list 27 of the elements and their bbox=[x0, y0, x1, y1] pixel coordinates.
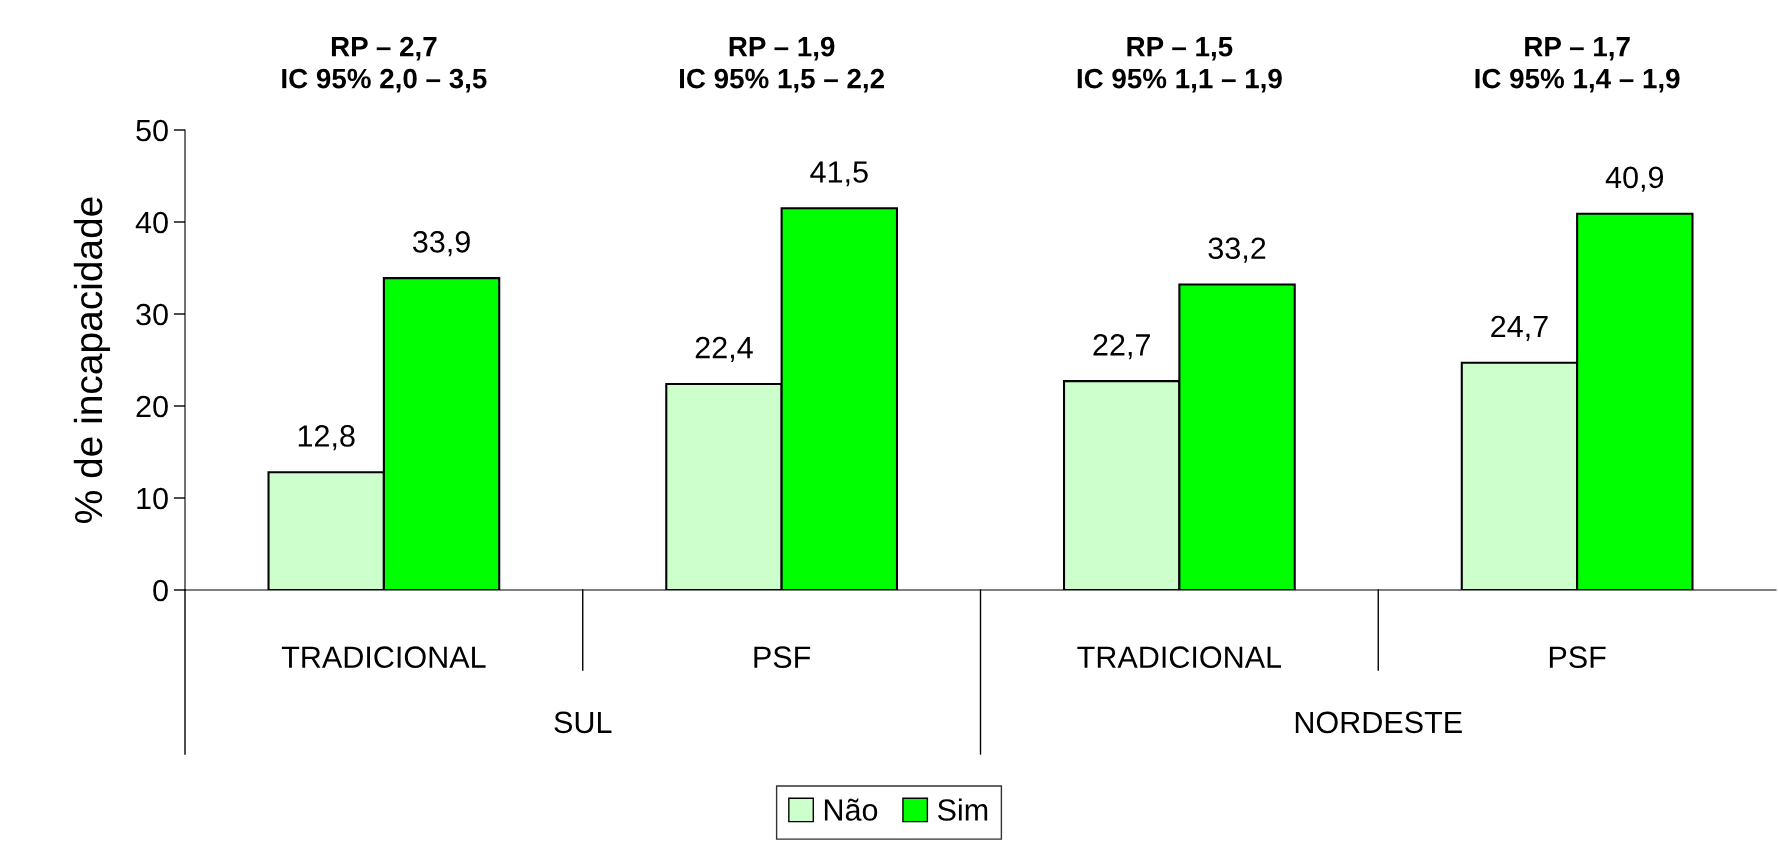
x-tick-label: PSF bbox=[754, 646, 811, 668]
text: RP – 1,7 IC 95% 1,4 – 1,9 bbox=[1475, 37, 1680, 93]
x-tick-label: TRADICIONAL bbox=[1077, 646, 1282, 668]
y-tick-label: 30 bbox=[136, 303, 168, 326]
data-label: 22,7 bbox=[1093, 334, 1150, 360]
text: RP – 2,7 IC 95% 2,0 – 3,5 bbox=[282, 36, 487, 93]
data-label: 33,9 bbox=[412, 231, 470, 257]
y-tick-label: 40 bbox=[135, 211, 168, 234]
x-tick-label: TRADICIONAL bbox=[281, 646, 486, 668]
data-label: 12,8 bbox=[298, 425, 355, 451]
x-tick-label: PSF bbox=[1549, 646, 1606, 668]
text: NORDESTE bbox=[1295, 711, 1462, 734]
text: RP – 1,5 IC 95% 1,1 – 1,9 bbox=[1077, 37, 1282, 93]
y-tick-label: 50 bbox=[136, 119, 168, 142]
text: RP – 1,9 IC 95% 1,5 – 2,2 bbox=[680, 36, 884, 93]
legend-label: Não bbox=[824, 798, 878, 821]
data-label: 41,5 bbox=[810, 161, 868, 187]
y-tick-label: 10 bbox=[137, 487, 168, 510]
legend-label: Sim bbox=[937, 798, 988, 821]
data-label: 40,9 bbox=[1605, 166, 1664, 192]
data-label: 33,2 bbox=[1208, 237, 1266, 263]
data-label: 24,7 bbox=[1491, 315, 1548, 341]
y-axis-title: % de incapacidade bbox=[73, 197, 111, 523]
y-tick-label: 20 bbox=[136, 395, 168, 418]
y-tick-label: 0 bbox=[153, 579, 168, 602]
data-label: 22,4 bbox=[695, 336, 753, 363]
text: SUL bbox=[554, 711, 612, 734]
